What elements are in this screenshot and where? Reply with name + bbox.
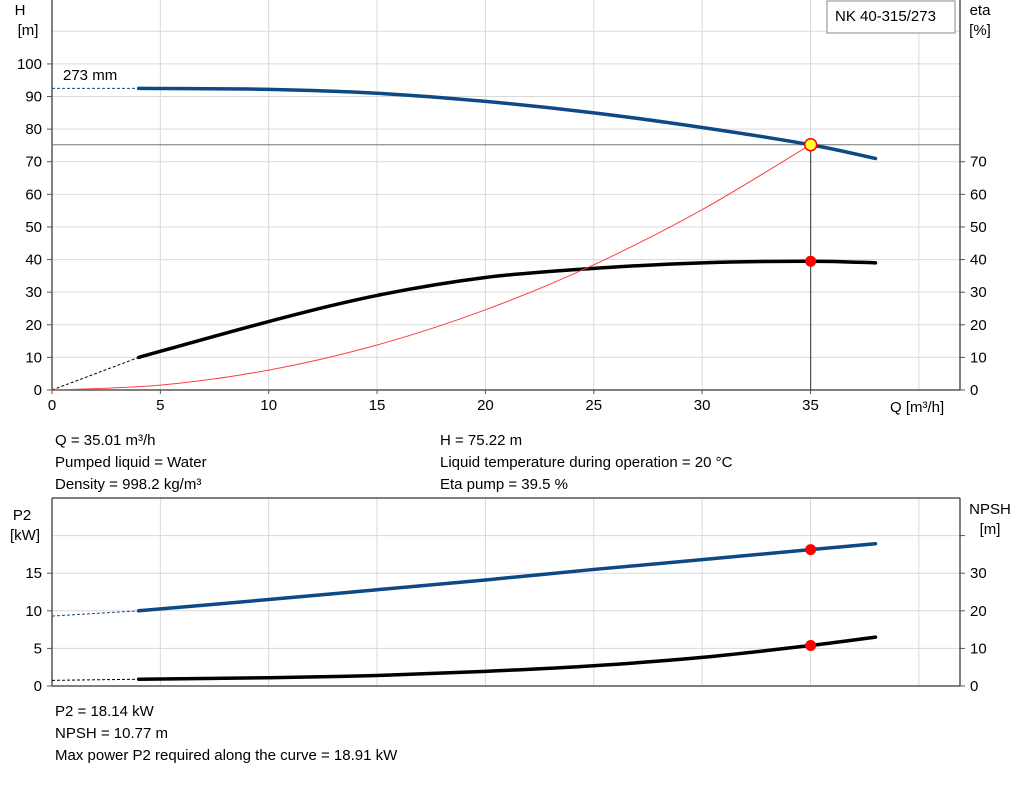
y-left-tick-label: 40 [25,252,42,269]
p2-operating-point [805,544,817,556]
p2-extrapolation-line [51,610,139,617]
info-max-p2: Max power P2 required along the curve = … [55,747,398,764]
y-left-tick-label: 80 [25,121,42,138]
y-left-tick-label: 10 [25,603,42,620]
npsh-label-name: NPSH [969,501,1011,518]
x-axis-label: Q [m³/h] [890,399,944,416]
y-left-tick-label: 15 [25,565,42,582]
pump-model-box [826,0,956,34]
p2-curve [136,542,878,613]
x-tick-label: 5 [156,397,164,414]
y-right-tick-label: 30 [970,565,987,582]
x-tick-label: 0 [48,397,56,414]
performance-chart: 0 5 10 15 20 25 30 35 0 10 20 30 40 50 60 70 80 90 100 0 10 2… [17,0,987,414]
y-right-tick-label: 20 [970,317,987,334]
y-right-label-unit: [%] [969,22,991,39]
x-tick-label: 25 [585,397,602,414]
eta-extrapolation-line [51,356,139,391]
y-left-tick-label: 50 [25,219,42,236]
y-right-label-name: eta [970,2,992,19]
x-tick-label: 10 [260,397,277,414]
info-temp: Liquid temperature during operation = 20… [440,454,733,471]
system-curve [51,144,811,391]
y-right-tick-label: 60 [970,186,987,203]
y-right-tick-label: 10 [970,349,987,366]
y-left-label-unit: [m] [18,22,39,39]
y-right-tick-label: 0 [970,382,978,399]
y-right-tick-label: 10 [970,640,987,657]
pump-model-label: NK 40-315/273 [835,8,936,25]
info-q: Q = 35.01 m³/h [55,432,155,449]
y-left-tick-label: 70 [25,154,42,171]
info-h: H = 75.22 m [440,432,522,449]
x-tick-label: 15 [369,397,386,414]
y-left-tick-label: 100 [17,56,42,73]
info-p2: P2 = 18.14 kW [55,703,155,720]
x-tick-label: 35 [802,397,819,414]
x-tick-label: 30 [694,397,711,414]
info-density: Density = 998.2 kg/m³ [55,476,201,493]
y-left-tick-label: 90 [25,89,42,106]
npsh-extrapolation-line [51,678,139,681]
y-left-tick-label: 0 [34,678,42,695]
y-right-tick-label: 50 [970,219,987,236]
eta-curve [136,259,878,360]
head-curve [136,86,878,161]
y-left-tick-label: 5 [34,640,42,657]
info-liquid: Pumped liquid = Water [55,454,207,471]
info-npsh: NPSH = 10.77 m [55,725,168,742]
npsh-operating-point [805,640,817,652]
eta-operating-point [805,255,817,267]
x-tick-label: 20 [477,397,494,414]
y-right-tick-label: 20 [970,603,987,620]
power-npsh-chart: 0 5 10 15 0 10 20 30 [25,497,987,695]
y-right-tick-label: 40 [970,252,987,269]
y-left-tick-label: 60 [25,186,42,203]
y-left-label-name: H [15,2,26,19]
y-left-tick-label: 10 [25,349,42,366]
p2-label-name: P2 [13,507,31,524]
impeller-diameter-label: 273 mm [63,67,117,84]
npsh-label-unit: [m] [980,521,1001,538]
y-left-tick-label: 20 [25,317,42,334]
y-left-tick-label: 0 [34,382,42,399]
info-eta: Eta pump = 39.5 % [440,476,568,493]
npsh-curve [136,635,878,681]
y-right-tick-label: 0 [970,678,978,695]
p2-label-unit: [kW] [10,527,40,544]
y-left-tick-label: 30 [25,284,42,301]
y-right-tick-label: 30 [970,284,987,301]
head-operating-point [803,137,818,152]
y-right-tick-label: 70 [970,154,987,171]
